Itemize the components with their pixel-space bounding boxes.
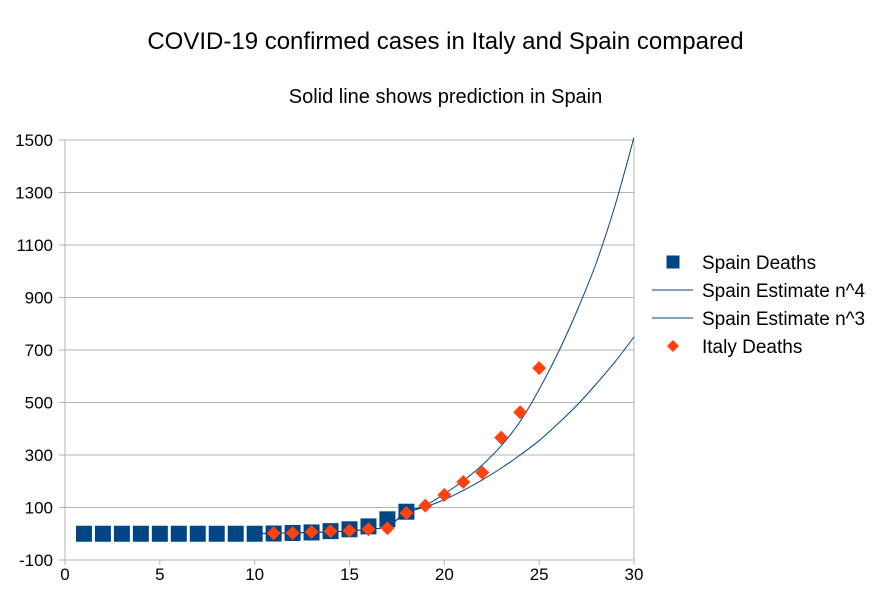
legend-label: Spain Estimate n^4: [702, 281, 866, 302]
grid-layer: [65, 139, 634, 561]
data-point-diamond: [323, 524, 338, 539]
x-tick-label: 0: [60, 565, 69, 584]
legend-item: Spain Estimate n^4: [652, 281, 866, 302]
x-tick-label: 5: [155, 565, 164, 584]
y-tick-label: 1300: [15, 184, 53, 203]
series-1: [254, 137, 635, 534]
data-point-diamond: [266, 526, 281, 541]
series-line: [254, 137, 635, 534]
series-0: [75, 503, 415, 542]
data-point-diamond: [399, 506, 414, 521]
data-point-diamond: [456, 475, 471, 490]
data-point-diamond: [342, 523, 357, 538]
chart-title: COVID-19 confirmed cases in Italy and Sp…: [147, 28, 744, 55]
data-point-square: [113, 525, 130, 542]
data-point-square: [132, 525, 149, 542]
data-point-diamond: [418, 498, 433, 513]
data-point-square: [208, 525, 225, 542]
y-tick-label: 500: [25, 394, 53, 413]
axis-layer: -100 100 300 500 700 900 1100 1300 1500 0 5 10 15 20 2…: [15, 131, 643, 584]
legend-item: Spain Estimate n^3: [652, 309, 865, 330]
series-layer: [75, 137, 635, 542]
legend-diamond-swatch: [667, 340, 679, 352]
y-tick-label: 1500: [15, 131, 53, 150]
data-point-diamond: [532, 361, 547, 376]
data-point-square: [75, 525, 92, 542]
data-point-diamond: [494, 430, 509, 445]
legend-item: Italy Deaths: [667, 337, 802, 358]
x-tick-label: 25: [530, 565, 549, 584]
data-point-square: [246, 525, 263, 542]
data-point-diamond: [304, 524, 319, 539]
y-tick-label: 300: [25, 446, 53, 465]
legend: Spain Deaths Spain Estimate n^4 Spain Esti…: [652, 253, 866, 358]
y-tick-label: 1100: [16, 236, 53, 255]
series-2: [254, 336, 635, 534]
legend-label: Spain Estimate n^3: [702, 309, 865, 330]
data-point-square: [227, 525, 244, 542]
data-point-square: [170, 525, 187, 542]
series-3: [266, 361, 547, 541]
x-tick-label: 15: [340, 565, 359, 584]
y-tick-label: 100: [25, 499, 53, 518]
legend-item: Spain Deaths: [666, 253, 816, 274]
legend-label: Italy Deaths: [702, 337, 802, 358]
legend-label: Spain Deaths: [702, 253, 816, 274]
y-tick-label: 700: [25, 341, 53, 360]
data-point-diamond: [380, 521, 395, 536]
x-tick-label: 30: [625, 565, 644, 584]
data-point-square: [379, 511, 396, 528]
data-point-diamond: [361, 522, 376, 537]
data-point-diamond: [437, 487, 452, 502]
y-tick-label: -100: [19, 551, 53, 570]
data-point-diamond: [513, 405, 528, 420]
series-line: [254, 336, 635, 534]
data-point-diamond: [285, 525, 300, 540]
y-tick-label: 900: [25, 289, 53, 308]
data-point-square: [94, 525, 111, 542]
data-point-square: [189, 525, 206, 542]
legend-square-swatch: [666, 255, 680, 269]
chart-subtitle: Solid line shows prediction in Spain: [288, 86, 603, 108]
data-point-diamond: [475, 465, 490, 480]
x-tick-label: 20: [435, 565, 454, 584]
x-tick-label: 10: [245, 565, 264, 584]
data-point-square: [151, 525, 168, 542]
